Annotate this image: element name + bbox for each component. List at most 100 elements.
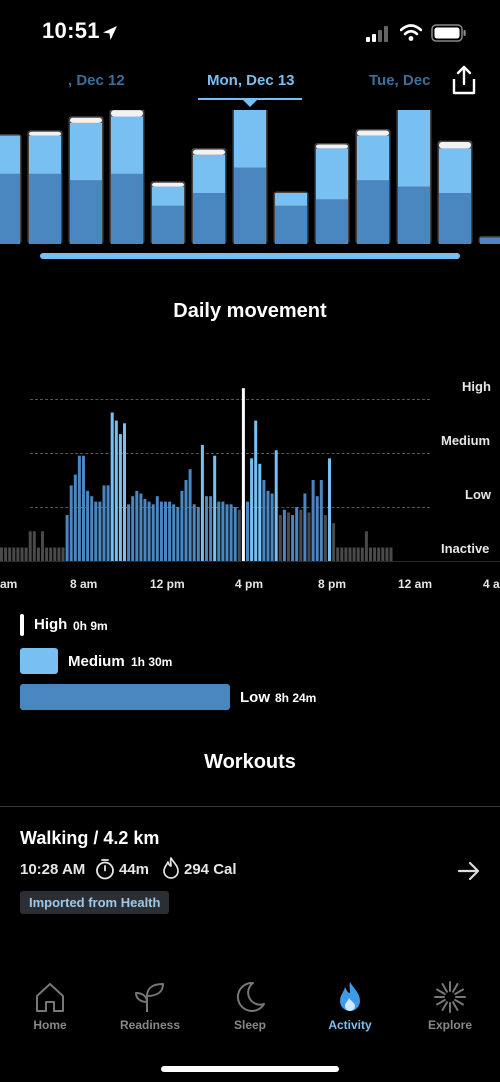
legend-swatch-low: [20, 684, 230, 710]
burst-ray: [454, 999, 464, 1006]
workouts-title: Workouts: [204, 751, 296, 773]
share-icon[interactable]: [449, 64, 479, 96]
movement-bar: [36, 547, 40, 561]
workout-time: 10:28 AM: [20, 861, 86, 878]
movement-bar: [127, 504, 131, 561]
arrow-right-icon[interactable]: [457, 861, 481, 881]
tab-home[interactable]: Home: [0, 980, 100, 1032]
daily-movement-chart: [0, 388, 393, 561]
movement-bar: [61, 547, 65, 561]
day-bar-low: [316, 199, 348, 244]
burst-ray: [436, 988, 446, 995]
day-bar-medium: [316, 148, 348, 200]
movement-bar: [151, 504, 155, 561]
battery-icon: [431, 24, 466, 42]
movement-bar: [8, 547, 12, 561]
tab-activity[interactable]: Activity: [300, 980, 400, 1032]
movement-bar: [348, 547, 352, 561]
date-tab-next[interactable]: Tue, Dec: [369, 72, 431, 89]
day-bar[interactable]: [27, 130, 63, 244]
movement-bar: [315, 496, 319, 561]
stopwatch-icon: [96, 859, 114, 880]
movement-bar: [24, 547, 28, 561]
legend-swatch-medium: [20, 648, 58, 674]
day-bar[interactable]: [273, 191, 309, 245]
workout-duration: 44m: [119, 861, 150, 878]
flame-outline-icon: [163, 857, 179, 879]
movement-bar: [250, 458, 254, 561]
legend-label-low: Low: [240, 689, 270, 706]
day-bar[interactable]: [232, 110, 268, 244]
day-bar[interactable]: [314, 143, 350, 244]
movement-bar: [102, 485, 106, 561]
day-bar[interactable]: [0, 134, 22, 244]
day-bar[interactable]: [355, 129, 391, 244]
level-label-medium: Medium: [441, 433, 491, 448]
movement-bar: [110, 412, 114, 561]
day-bar[interactable]: [437, 140, 473, 245]
movement-bar: [155, 496, 159, 561]
day-bar[interactable]: [150, 181, 186, 244]
movement-bar: [217, 501, 221, 561]
day-bar-low: [480, 237, 500, 244]
movement-bar: [188, 469, 192, 561]
movement-bar: [328, 458, 331, 561]
movement-bar: [311, 480, 315, 561]
day-bar[interactable]: [478, 236, 500, 244]
day-bar[interactable]: [396, 110, 432, 244]
movement-bar: [344, 547, 348, 561]
day-bar-medium: [0, 135, 20, 174]
day-bar-high: [357, 130, 389, 136]
movement-bar: [82, 455, 85, 561]
movement-bar: [184, 480, 188, 561]
tab-explore[interactable]: Explore: [400, 980, 500, 1032]
movement-bar: [258, 463, 262, 561]
burst-ray: [454, 988, 464, 995]
date-tab-previous[interactable]: , Dec 12: [68, 72, 125, 89]
tab-label: Home: [33, 1018, 67, 1032]
date-tab-current[interactable]: Mon, Dec 13: [207, 72, 295, 89]
tab-sleep[interactable]: Sleep: [200, 980, 300, 1032]
movement-bar: [168, 501, 172, 561]
day-chart-scroll-track[interactable]: [40, 253, 460, 259]
movement-bar: [225, 504, 229, 561]
movement-bar: [356, 547, 360, 561]
moon-icon: [236, 981, 265, 1012]
movement-bar: [0, 547, 3, 561]
x-tick: 8 pm: [318, 577, 347, 591]
workout-calories: 294 Cal: [184, 861, 237, 878]
day-bar-high: [152, 182, 184, 187]
home-icon: [36, 983, 64, 1012]
x-tick: 4 a: [483, 577, 500, 591]
day-bar[interactable]: [68, 116, 104, 244]
movement-baseline: [0, 561, 500, 562]
tab-readiness[interactable]: Readiness: [100, 980, 200, 1032]
day-bar-low: [152, 205, 184, 244]
movement-bar: [295, 507, 299, 561]
movement-bar: [323, 515, 327, 561]
movement-bar: [57, 547, 61, 561]
movement-bar: [73, 474, 77, 561]
legend-value-medium: 1h 30m: [131, 655, 173, 669]
day-bar-low: [439, 193, 471, 244]
day-bar-low: [193, 193, 225, 244]
movement-bar: [69, 485, 73, 561]
workout-card[interactable]: Walking / 4.2 km 10:28 AM 44m 294 Cal Im…: [0, 807, 500, 927]
movement-bar: [205, 496, 208, 561]
legend-swatch-high: [20, 614, 24, 636]
day-bar[interactable]: [191, 148, 227, 244]
movement-bar: [16, 547, 20, 561]
sprout-icon: [135, 983, 164, 1012]
day-bar[interactable]: [109, 110, 145, 244]
movement-bar: [246, 501, 249, 561]
day-bar-low: [111, 173, 143, 244]
movement-bar: [229, 504, 233, 561]
movement-bar: [12, 547, 16, 561]
daily-activity-chart[interactable]: [0, 110, 500, 250]
movement-bar: [373, 547, 377, 561]
movement-bar: [270, 493, 274, 561]
movement-bar: [282, 509, 286, 561]
day-bar-high: [439, 142, 471, 149]
level-label-low: Low: [465, 487, 491, 502]
movement-bar: [254, 420, 258, 561]
